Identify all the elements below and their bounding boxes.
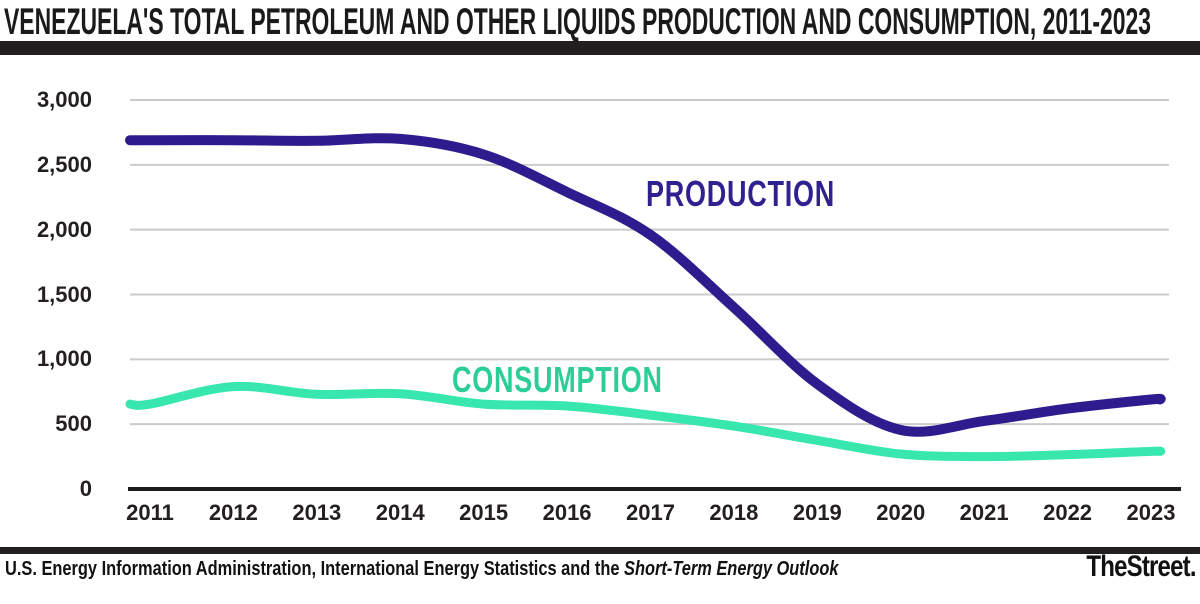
x-tick-label: 2011 — [126, 500, 174, 525]
x-tick-label: 2019 — [792, 500, 842, 525]
x-tick-label: 2013 — [292, 500, 342, 525]
x-tick-label: 2023 — [1126, 500, 1176, 525]
x-tick-label: 2017 — [626, 500, 675, 525]
chart-title: VENEZUELA'S TOTAL PETROLEUM AND OTHER LI… — [4, 1, 1152, 42]
x-tick-label: 2012 — [208, 500, 258, 525]
y-tick-label: 1,000 — [36, 346, 92, 372]
source-publication-name: Short-Term Energy Outlook — [624, 558, 839, 580]
production-line — [125, 133, 1166, 437]
source-text: U.S. Energy Information Administration, … — [5, 558, 625, 580]
production-series-label: PRODUCTION — [646, 173, 835, 214]
consumption-series-label: CONSUMPTION — [452, 359, 663, 400]
x-tick-label: 2021 — [959, 500, 1009, 525]
y-tick-label: 1,500 — [36, 281, 92, 307]
footer-divider-bar — [0, 547, 1200, 554]
y-tick-label: 3,000 — [36, 87, 92, 112]
x-tick-label: 2018 — [709, 500, 759, 525]
y-tick-label: 500 — [55, 411, 92, 437]
x-tick-label: 2015 — [459, 500, 509, 525]
x-tick-label: 2022 — [1043, 500, 1093, 525]
title-divider-bar — [0, 41, 1200, 55]
x-tick-label: 2020 — [876, 500, 926, 525]
x-tick-label: 2014 — [375, 500, 425, 525]
y-tick-label: 0 — [79, 476, 92, 501]
y-tick-label: 2,000 — [36, 216, 92, 242]
source-attribution: U.S. Energy Information Administration, … — [5, 557, 838, 581]
consumption-line — [125, 381, 1166, 462]
y-tick-label: 2,500 — [36, 151, 92, 177]
thestreet-logo: TheStreet. — [1086, 550, 1197, 583]
x-tick-label: 2016 — [542, 500, 592, 525]
